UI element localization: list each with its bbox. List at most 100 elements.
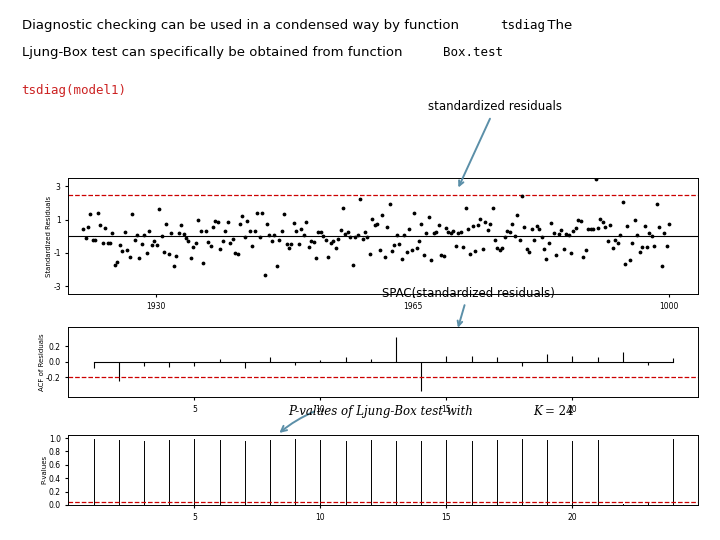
Point bbox=[117, 247, 128, 255]
Point bbox=[526, 225, 538, 233]
Point bbox=[514, 236, 526, 245]
Point bbox=[337, 204, 348, 212]
Point bbox=[516, 191, 528, 200]
Point bbox=[124, 253, 135, 262]
Point bbox=[600, 222, 611, 231]
Point bbox=[396, 255, 408, 264]
Point bbox=[136, 240, 148, 249]
Point bbox=[87, 235, 99, 244]
Point bbox=[232, 250, 243, 259]
Point bbox=[185, 254, 197, 262]
Point bbox=[420, 228, 432, 237]
Point bbox=[246, 241, 258, 250]
Text: Diagnostic checking can be used in a condensed way by function: Diagnostic checking can be used in a con… bbox=[22, 19, 463, 32]
Text: . The: . The bbox=[539, 19, 572, 32]
Point bbox=[418, 251, 430, 259]
Point bbox=[264, 231, 275, 239]
Point bbox=[330, 244, 341, 253]
Point bbox=[161, 220, 172, 228]
Text: Ljung-Box test can specifically be obtained from function: Ljung-Box test can specifically be obtai… bbox=[22, 46, 406, 59]
Point bbox=[146, 241, 158, 249]
Point bbox=[244, 227, 256, 235]
Point bbox=[258, 271, 270, 280]
Point bbox=[656, 262, 667, 271]
Point bbox=[593, 224, 604, 232]
Point bbox=[176, 221, 187, 230]
Point bbox=[156, 232, 167, 241]
Point bbox=[281, 240, 292, 248]
Point bbox=[148, 237, 160, 245]
Point bbox=[340, 230, 351, 238]
Point bbox=[551, 251, 562, 259]
Point bbox=[328, 237, 339, 246]
Point bbox=[621, 222, 633, 231]
Point bbox=[97, 239, 109, 247]
Point bbox=[202, 238, 214, 246]
Point bbox=[443, 227, 454, 236]
Point bbox=[153, 204, 165, 213]
Point bbox=[445, 228, 456, 237]
Point bbox=[634, 248, 645, 256]
Point bbox=[114, 240, 125, 249]
Point bbox=[474, 214, 486, 223]
Point bbox=[195, 227, 207, 235]
Point bbox=[560, 230, 572, 238]
Point bbox=[567, 227, 579, 235]
Point bbox=[107, 228, 118, 237]
Point bbox=[227, 235, 238, 244]
Point bbox=[426, 256, 437, 265]
Point bbox=[644, 229, 655, 238]
Point bbox=[431, 228, 442, 237]
Point bbox=[523, 248, 535, 256]
Point bbox=[384, 199, 395, 208]
Point bbox=[629, 215, 641, 224]
Y-axis label: P-values: P-values bbox=[41, 455, 48, 484]
Point bbox=[428, 229, 439, 238]
Point bbox=[438, 252, 449, 260]
Point bbox=[572, 216, 584, 225]
Point bbox=[457, 242, 469, 251]
Point bbox=[77, 225, 89, 233]
Point bbox=[279, 210, 290, 219]
Point bbox=[298, 231, 310, 239]
Text: tsdiag: tsdiag bbox=[500, 19, 546, 32]
Point bbox=[553, 230, 564, 238]
Point bbox=[178, 230, 189, 238]
Point bbox=[394, 239, 405, 248]
Point bbox=[469, 246, 481, 255]
Point bbox=[305, 237, 317, 246]
Point bbox=[357, 235, 369, 244]
Point bbox=[342, 228, 354, 237]
Point bbox=[291, 227, 302, 235]
Point bbox=[570, 224, 582, 232]
Point bbox=[555, 226, 567, 235]
Point bbox=[605, 221, 616, 230]
Point bbox=[335, 226, 346, 234]
Point bbox=[661, 242, 672, 251]
Point bbox=[266, 237, 278, 245]
Point bbox=[485, 220, 496, 228]
Point bbox=[112, 258, 123, 266]
Point bbox=[254, 232, 266, 241]
Point bbox=[651, 200, 662, 208]
Point bbox=[80, 234, 91, 242]
Point bbox=[472, 220, 484, 229]
Y-axis label: Standardized Residuals: Standardized Residuals bbox=[46, 195, 52, 277]
Point bbox=[509, 232, 521, 240]
Point bbox=[614, 231, 626, 239]
Point bbox=[276, 227, 287, 235]
Point bbox=[531, 221, 542, 230]
Point bbox=[283, 244, 294, 253]
Point bbox=[642, 243, 653, 252]
Point bbox=[129, 235, 140, 244]
Point bbox=[271, 261, 282, 270]
Point bbox=[585, 224, 596, 233]
Point bbox=[607, 244, 618, 252]
Point bbox=[452, 228, 464, 237]
Text: standardized residuals: standardized residuals bbox=[428, 100, 562, 186]
Point bbox=[323, 253, 334, 262]
Text: Box.test: Box.test bbox=[443, 46, 503, 59]
Point bbox=[504, 228, 516, 237]
Point bbox=[345, 233, 356, 242]
Point bbox=[237, 212, 248, 220]
